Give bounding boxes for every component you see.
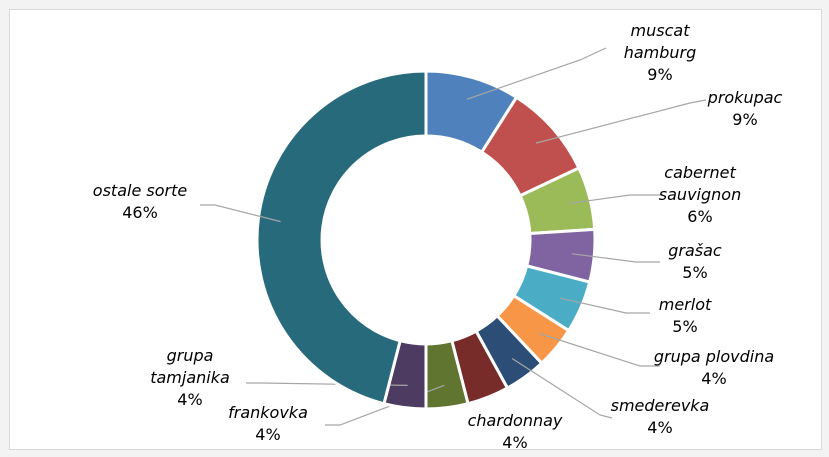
- leader-line: [535, 99, 707, 144]
- label-value: 9%: [647, 65, 673, 84]
- donut-segment: [255, 69, 428, 406]
- label-name: grupa plovdina: [653, 347, 775, 366]
- label-name: ostale sorte: [92, 181, 188, 200]
- leader-line: [560, 297, 650, 314]
- data-label: prokupac 9%: [695, 87, 795, 131]
- data-label: chardonnay 4%: [455, 410, 575, 454]
- data-label: frankovka 4%: [213, 402, 323, 446]
- data-label: smederevka 4%: [600, 395, 720, 439]
- data-label: muscat hamburg 9%: [615, 20, 705, 86]
- label-value: 4%: [701, 369, 727, 388]
- data-label: cabernet sauvignon 6%: [645, 162, 755, 228]
- label-value: 5%: [682, 263, 708, 282]
- data-label: merlot 5%: [645, 294, 725, 338]
- data-label: ostale sorte 46%: [65, 180, 215, 224]
- label-value: 9%: [732, 110, 758, 129]
- label-name: grašac: [668, 241, 722, 260]
- label-name: frankovka: [228, 403, 308, 422]
- data-label: grupa tamjanika 4%: [135, 345, 245, 411]
- data-label: grašac 5%: [655, 240, 735, 284]
- leader-line: [567, 194, 662, 205]
- label-value: 46%: [122, 203, 158, 222]
- label-name: smederevka: [610, 396, 710, 415]
- label-value: 4%: [255, 425, 281, 444]
- label-value: 4%: [177, 390, 203, 409]
- label-name: muscat hamburg: [623, 21, 697, 62]
- leader-line: [571, 253, 660, 263]
- label-value: 4%: [647, 418, 673, 437]
- label-value: 5%: [672, 317, 698, 336]
- label-name: merlot: [658, 295, 712, 314]
- label-name: grupa tamjanika: [150, 346, 230, 387]
- label-value: 4%: [502, 433, 528, 452]
- label-value: 6%: [687, 207, 713, 226]
- leader-line: [466, 47, 607, 100]
- data-label: grupa plovdina 4%: [634, 346, 794, 390]
- label-name: cabernet sauvignon: [658, 163, 742, 204]
- leader-line: [538, 332, 660, 367]
- leader-line: [511, 358, 613, 419]
- label-name: chardonnay: [467, 411, 563, 430]
- leader-line: [200, 204, 281, 223]
- label-name: prokupac: [707, 88, 783, 107]
